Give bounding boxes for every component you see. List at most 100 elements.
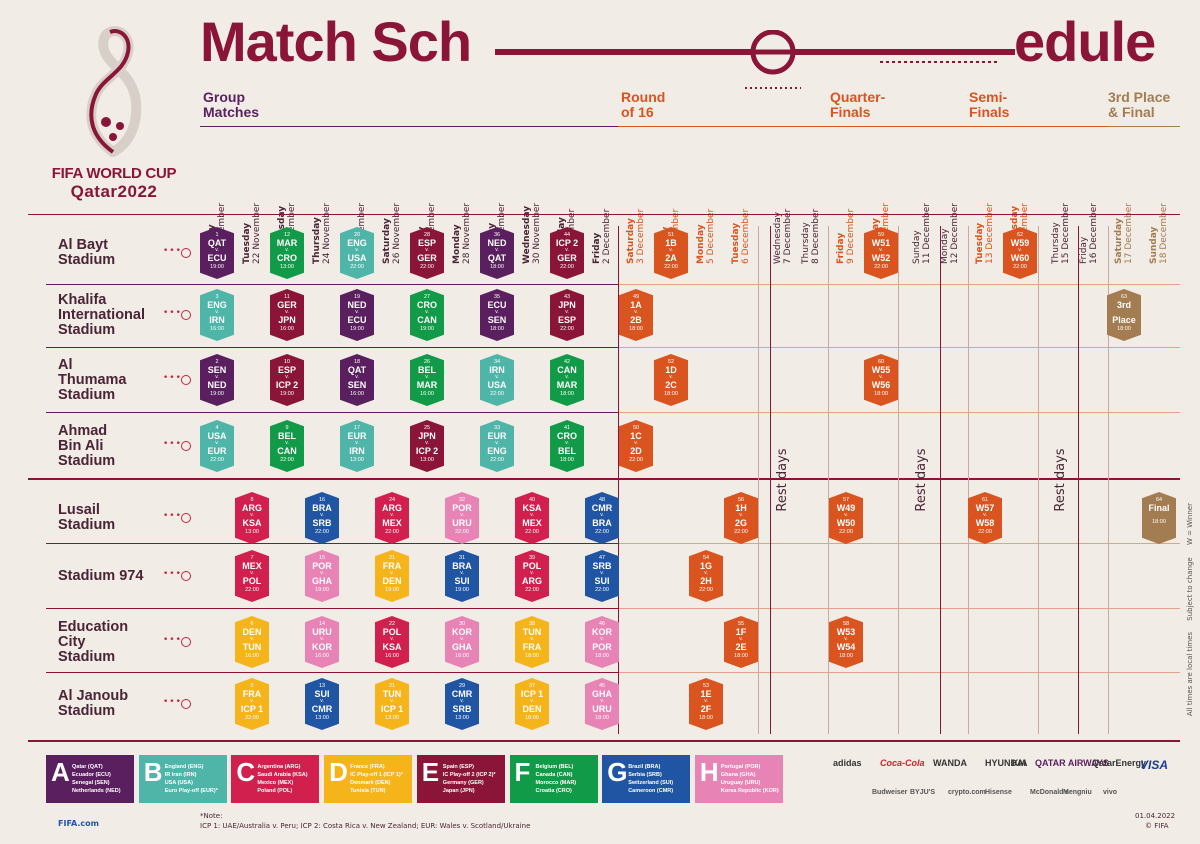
match-card[interactable]: 64 Final 18:00 xyxy=(1142,492,1176,544)
day-header-text: Tuesday 22 November xyxy=(242,192,262,264)
match-card[interactable]: 11 GER v. JPN 16:00 xyxy=(270,289,304,341)
match-card[interactable]: 35 ECU v. SEN 18:00 xyxy=(480,289,514,341)
match-card[interactable]: 21 TUN v. ICP 1 13:00 xyxy=(375,678,409,730)
match-card[interactable]: 14 URU v. KOR 16:00 xyxy=(305,616,339,668)
football-icon xyxy=(181,441,191,451)
match-card[interactable]: 31 BRA v. SUI 19:00 xyxy=(445,550,479,602)
match-card[interactable]: 45 GHA v. URU 18:00 xyxy=(585,678,619,730)
match-card[interactable]: 5 FRA v. ICP 1 22:00 xyxy=(235,678,269,730)
match-card[interactable]: 49 1A v. 2B 18:00 xyxy=(619,289,653,341)
match-card[interactable]: 17 EUR v. IRN 13:00 xyxy=(340,420,374,472)
kickoff-time: 19:00 xyxy=(315,587,329,593)
stage-label: Quarter- Finals xyxy=(830,90,885,120)
match-card[interactable]: 52 1D v. 2C 18:00 xyxy=(654,354,688,406)
versus: v. xyxy=(355,374,359,380)
match-card[interactable]: 62 W59 v. W60 22:00 xyxy=(1003,227,1037,279)
match-card[interactable]: 4 USA v. EUR 22:00 xyxy=(200,420,234,472)
match-card[interactable]: 2 SEN v. NED 19:00 xyxy=(200,354,234,406)
match-card[interactable]: 39 POL v. ARG 22:00 xyxy=(515,550,549,602)
match-card[interactable]: 55 1F v. 2E 18:00 xyxy=(724,616,758,668)
match-card[interactable]: 44 ICP 2 v. GER 22:00 xyxy=(550,227,584,279)
match-card[interactable]: 7 MEX v. POL 22:00 xyxy=(235,550,269,602)
note-text: ICP 1: UAE/Australia v. Peru; ICP 2: Cos… xyxy=(200,822,531,830)
sponsor-logo: Hisense xyxy=(985,789,1012,796)
match-card[interactable]: 40 KSA v. MEX 22:00 xyxy=(515,492,549,544)
day-header: Saturday 17 December xyxy=(1114,140,1134,264)
match-card[interactable]: 21 FRA v. DEN 19:00 xyxy=(375,550,409,602)
team-home: POR xyxy=(312,561,332,571)
match-card[interactable]: 41 CRO v. BEL 18:00 xyxy=(550,420,584,472)
match-card[interactable]: 51 1B v. 2A 22:00 xyxy=(654,227,688,279)
match-number: 8 xyxy=(250,497,254,503)
match-card[interactable]: 48 CMR v. BRA 22:00 xyxy=(585,492,619,544)
match-number: 13 xyxy=(318,683,326,689)
team-away: USA xyxy=(487,380,507,390)
match-card[interactable]: 26 BEL v. MAR 16:00 xyxy=(410,354,444,406)
column-divider xyxy=(968,226,969,734)
match-card[interactable]: 18 QAT v. SEN 16:00 xyxy=(340,354,374,406)
day-weekday: Tuesday xyxy=(731,222,741,264)
match-card[interactable]: 19 NED v. ECU 19:00 xyxy=(340,289,374,341)
match-card[interactable]: 33 EUR v. ENG 22:00 xyxy=(480,420,514,472)
match-card[interactable]: 36 NED v. QAT 18:00 xyxy=(480,227,514,279)
legend-team: Spain (ESP) xyxy=(442,764,474,770)
match-card[interactable]: 10 ESP v. ICP 2 19:00 xyxy=(270,354,304,406)
match-card[interactable]: 53 1E v. 2F 18:00 xyxy=(689,678,723,730)
team-away: SRB xyxy=(312,518,332,528)
match-card[interactable]: 3 ENG v. IRN 16:00 xyxy=(200,289,234,341)
match-card[interactable]: 25 JPN v. ICP 2 13:00 xyxy=(410,420,444,472)
legend-team: Ghana (GHA) xyxy=(720,772,756,778)
match-card[interactable]: 60 W55 v. W56 18:00 xyxy=(864,354,898,406)
match-card[interactable]: 57 W49 v. W50 22:00 xyxy=(829,492,863,544)
match-card[interactable]: 13 SUI v. CMR 13:00 xyxy=(305,678,339,730)
stage-underline xyxy=(758,126,828,127)
kickoff-time: 13:00 xyxy=(245,529,259,535)
team-home: SRB xyxy=(592,561,612,571)
match-card[interactable]: 37 ICP 1 v. DEN 18:00 xyxy=(515,678,549,730)
match-card[interactable]: 20 ENG v. USA 22:00 xyxy=(340,227,374,279)
match-card[interactable]: 28 ESP v. GER 22:00 xyxy=(410,227,444,279)
match-card[interactable]: 32 POR v. URU 22:00 xyxy=(445,492,479,544)
match-card[interactable]: 1 QAT v. ECU 19:00 xyxy=(200,227,234,279)
match-card[interactable]: 43 JPN v. ESP 22:00 xyxy=(550,289,584,341)
day-date: 30 November xyxy=(532,202,542,264)
match-card[interactable]: 12 MAR v. CRO 13:00 xyxy=(270,227,304,279)
versus: v. xyxy=(460,570,464,576)
match-number: 18 xyxy=(353,359,361,365)
kickoff-time: 18:00 xyxy=(664,391,678,397)
match-card[interactable]: 42 CAN v. MAR 18:00 xyxy=(550,354,584,406)
match-card[interactable]: 16 BRA v. SRB 22:00 xyxy=(305,492,339,544)
match-card[interactable]: 63 3rd Place 18:00 xyxy=(1107,289,1141,341)
match-number: 10 xyxy=(283,359,291,365)
day-header-text: Saturday 3 December xyxy=(626,192,646,264)
sponsor-logo: Coca-Cola xyxy=(880,758,925,768)
match-card[interactable]: 38 TUN v. FRA 18:00 xyxy=(515,616,549,668)
match-card[interactable]: 50 1C v. 2D 22:00 xyxy=(619,420,653,472)
match-card[interactable]: 29 CMR v. SRB 13:00 xyxy=(445,678,479,730)
match-card[interactable]: 58 W53 v. W54 18:00 xyxy=(829,616,863,668)
match-card[interactable]: 56 1H v. 2G 22:00 xyxy=(724,492,758,544)
match-card[interactable]: 61 W57 v. W58 22:00 xyxy=(968,492,1002,544)
sponsor-logo: Mengniu xyxy=(1063,789,1092,796)
versus: v. xyxy=(355,247,359,253)
match-card[interactable]: 34 IRN v. USA 22:00 xyxy=(480,354,514,406)
logo-wordmark: FIFA WORLD CUP Qatar2022 xyxy=(34,165,194,202)
match-card[interactable]: 59 W51 v. W52 22:00 xyxy=(864,227,898,279)
versus: v. xyxy=(495,247,499,253)
venue-dots: ••• xyxy=(163,635,182,645)
match-card[interactable]: 9 BEL v. CAN 22:00 xyxy=(270,420,304,472)
match-card[interactable]: 27 CRO v. CAN 19:00 xyxy=(410,289,444,341)
match-card[interactable]: 22 POL v. KSA 16:00 xyxy=(375,616,409,668)
kickoff-time: 18:00 xyxy=(490,326,504,332)
match-card[interactable]: 54 1G v. 2H 22:00 xyxy=(689,550,723,602)
match-card[interactable]: 30 KOR v. GHA 16:00 xyxy=(445,616,479,668)
versus: v. xyxy=(390,512,394,518)
match-card[interactable]: 47 SRB v. SUI 22:00 xyxy=(585,550,619,602)
match-card[interactable]: 15 POR v. GHA 19:00 xyxy=(305,550,339,602)
match-card[interactable]: 24 ARG v. MEX 22:00 xyxy=(375,492,409,544)
match-card[interactable]: 8 ARG v. KSA 13:00 xyxy=(235,492,269,544)
day-date: 13 December xyxy=(985,203,995,264)
match-card[interactable]: 6 DEN v. TUN 16:00 xyxy=(235,616,269,668)
match-card[interactable]: 46 KOR v. POR 18:00 xyxy=(585,616,619,668)
team-away: 2E xyxy=(735,642,747,652)
